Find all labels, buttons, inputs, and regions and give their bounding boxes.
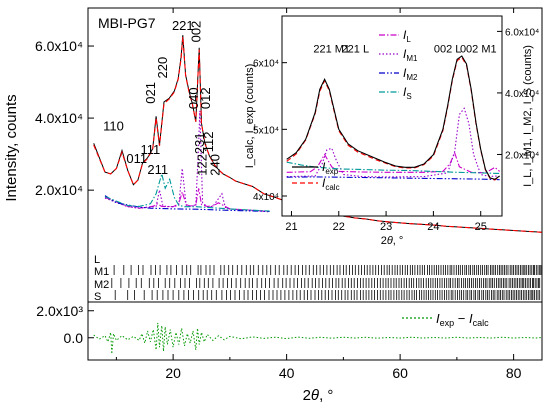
main-y-axis: 2.0x10⁴ 4.0x10⁴ 6.0x10⁴ (35, 38, 94, 198)
difference-legend-label: Iexp − Icalc (436, 311, 489, 328)
difference-curve (93, 322, 542, 354)
peak-label-112: 112 (201, 132, 216, 153)
inset-x-tick-label: 23 (380, 221, 392, 233)
peak-label-021: 021 (143, 82, 158, 104)
inset-series-i-exp (286, 55, 500, 180)
main-series-i-s (104, 171, 270, 212)
inset-y-right-label: I_L, I_M1, I_M2, I_S (counts) (522, 45, 534, 187)
x-tick-label: 40 (279, 365, 295, 381)
phase-label-l: L (94, 254, 100, 266)
peak-label-220: 220 (155, 57, 170, 79)
phase-label-s: S (94, 291, 101, 303)
peak-label-111: 111 (141, 142, 161, 157)
phase-label-m2: M2 (94, 279, 109, 291)
diff-y-tick-label: 2.0x10³ (36, 303, 83, 319)
inset-y-right-tick-label: 6.0x10⁴ (505, 27, 539, 38)
y-tick-label: 4.0x10⁴ (35, 110, 83, 126)
inset-peak-label-221-l: 221 L (342, 44, 370, 56)
main-series-i-l (104, 188, 270, 213)
main-series-i-m2 (104, 195, 270, 212)
phase-label-m1: M1 (94, 266, 109, 278)
inset-frame (281, 15, 503, 217)
inset-legend-label-m2: IM2 (403, 66, 418, 82)
peak-label-231: 231 (192, 132, 207, 154)
y-tick-label: 6.0x10⁴ (35, 38, 83, 54)
inset-legend-label-calc: Icalc (322, 176, 340, 192)
inset-x-tick-label: 22 (333, 221, 345, 233)
inset-series-i-calc (286, 56, 500, 181)
difference-y-axis: 0.0 2.0x10³ (36, 303, 94, 346)
peak-label-011: 011 (126, 151, 147, 166)
peak-label-221: 221 (172, 18, 194, 33)
inset-peak-label-221-m1: 221 M1 (313, 44, 350, 56)
inset-series-group (286, 55, 500, 181)
peak-label-122: 122 (195, 154, 210, 176)
peak-label-211: 211 (147, 162, 168, 177)
inset-legend-label-s: IS (403, 85, 412, 101)
inset-x-tick-label: 25 (475, 221, 487, 233)
inset-legend-label-m1: IM1 (403, 47, 418, 63)
diff-y-tick-label: 0.0 (64, 330, 84, 346)
x-axis-label: 2θ, ° (303, 387, 334, 404)
peak-label-012: 012 (198, 87, 213, 109)
x-tick-label: 60 (392, 365, 408, 381)
inset-peak-label-002-l: 002 L (434, 44, 462, 56)
inset-y-left-label: I_calc, I_exp (counts) (244, 64, 256, 169)
inset-legend-label-l: IL (403, 28, 411, 44)
main-series-i-calc (93, 36, 542, 233)
chart-title: MBI-PG7 (98, 15, 156, 31)
inset-series-i-l (286, 151, 500, 174)
difference-legend: Iexp − Icalc (402, 311, 489, 328)
inset-series-i-m2 (286, 176, 500, 181)
inset-axes: 21 22 23 24 25 4x10⁴ 5x10⁴ 6x10⁴ 2.0x10⁴ 4.0x10⁴ 6… (253, 27, 539, 233)
peak-label-040: 040 (186, 87, 201, 109)
x-axis: 20 40 60 80 (115, 8, 522, 381)
inset-chart: 21 22 23 24 25 4x10⁴ 5x10⁴ 6x10⁴ 2.0x10⁴ 4.0x10⁴ 6… (244, 15, 539, 247)
inset-peak-label-002-m1: 002 M1 (460, 44, 497, 56)
inset-y-left-tick-label: 6x10⁴ (253, 59, 279, 70)
inset-y-right-tick-label: 2.0x10⁴ (505, 150, 539, 161)
x-tick-label: 20 (165, 365, 181, 381)
main-series-group (93, 35, 542, 233)
inset-series-i-s (286, 161, 500, 175)
inset-legend-right: IL IM1 IM2 IS (379, 28, 418, 101)
peak-label-110: 110 (103, 119, 124, 134)
peak-label-002: 002 (188, 21, 203, 43)
peak-label-240: 240 (208, 154, 223, 176)
y-axis-label: Intensity, counts (3, 94, 20, 201)
inset-y-right-tick-label: 4.0x10⁴ (505, 89, 539, 100)
difference-series-group (93, 322, 542, 354)
inset-x-tick-label: 24 (427, 221, 439, 233)
x-tick-label: 80 (506, 365, 522, 381)
inset-x-axis-label: 2θ, ° (381, 235, 404, 247)
main-plot-frame (87, 7, 543, 361)
inset-y-left-tick-label: 4x10⁴ (253, 192, 279, 203)
inset-x-tick-label: 21 (285, 221, 297, 233)
y-tick-label: 2.0x10⁴ (35, 182, 83, 198)
inset-y-left-tick-label: 5x10⁴ (253, 125, 279, 136)
inset-legend-label-exp: Iexp (322, 160, 339, 176)
